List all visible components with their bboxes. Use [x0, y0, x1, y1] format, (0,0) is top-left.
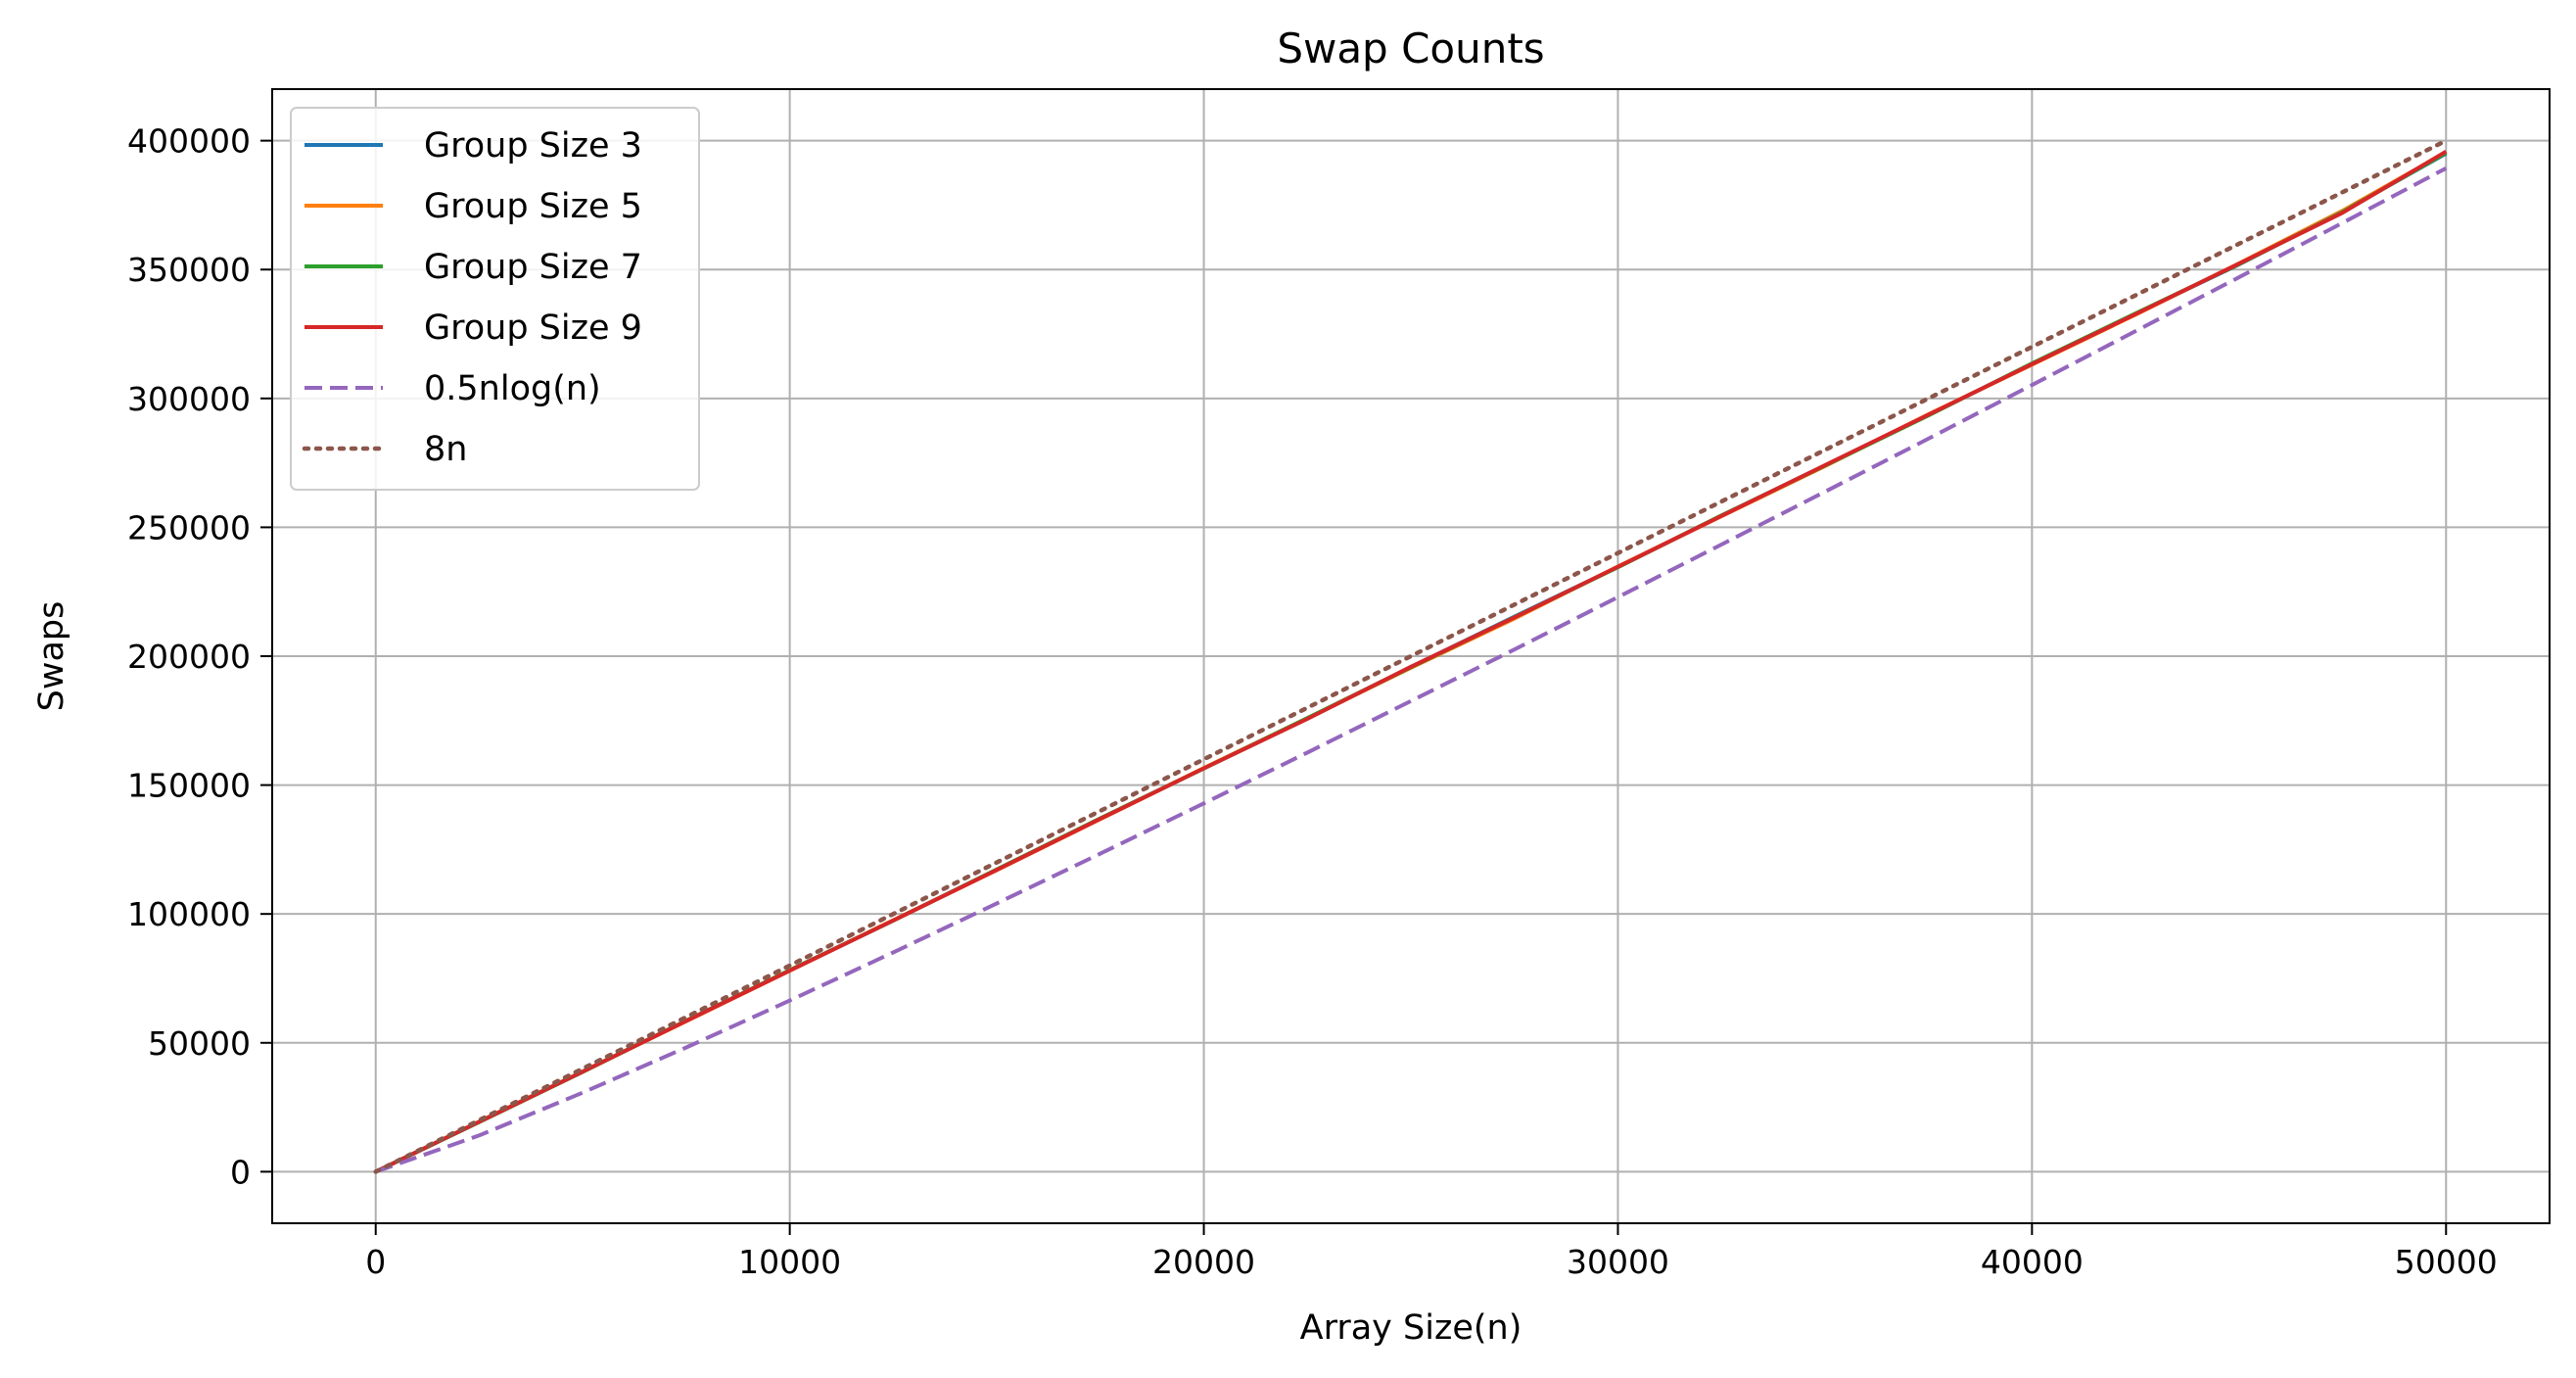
legend-box: [290, 107, 700, 491]
series-layer: [373, 138, 2449, 1174]
series-line-5: [375, 166, 2448, 1174]
y-tick-label: 250000: [127, 508, 251, 546]
y-axis-label: Swaps: [32, 601, 71, 712]
y-tick-label: 400000: [127, 122, 251, 161]
x-tick-label: 10000: [738, 1243, 841, 1281]
ticks: 0 10000 20000 30000 40000 50000 0 50000 100000 15…: [127, 122, 2498, 1281]
x-axis-label: Array Size(n): [1300, 1308, 1522, 1348]
legend-label: 0.5nlog(n): [424, 369, 601, 408]
chart-title: Swap Counts: [1277, 24, 1544, 72]
legend-label: Group Size 9: [424, 309, 642, 348]
x-tick-label: 50000: [2395, 1243, 2498, 1281]
legend-label: Group Size 5: [424, 187, 642, 226]
legend: Group Size 3 Group Size 5 Group Size 7 Grou…: [290, 107, 700, 491]
legend-label: 8n: [424, 430, 467, 469]
y-tick-label: 0: [230, 1153, 251, 1191]
x-tick-label: 40000: [1981, 1243, 2084, 1281]
series-line-4: [374, 149, 2448, 1174]
legend-label: Group Size 3: [424, 126, 642, 166]
y-tick-label: 200000: [127, 638, 251, 676]
series-line-6: [373, 138, 2449, 1174]
y-tick-label: 350000: [127, 251, 251, 289]
y-tick-label: 150000: [127, 767, 251, 805]
x-tick-label: 20000: [1152, 1243, 1255, 1281]
legend-label: Group Size 7: [424, 248, 642, 287]
y-tick-label: 100000: [127, 895, 251, 933]
x-tick-label: 30000: [1567, 1243, 1669, 1281]
y-tick-label: 300000: [127, 380, 251, 418]
y-tick-label: 50000: [148, 1024, 251, 1063]
x-tick-label: 0: [365, 1243, 386, 1281]
